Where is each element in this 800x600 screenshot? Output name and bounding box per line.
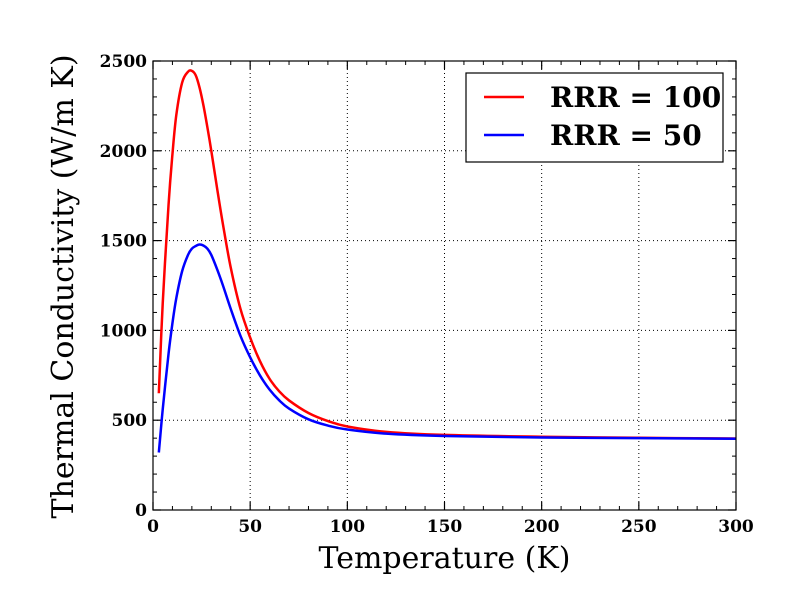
x-tick-label: 50: [238, 517, 262, 537]
y-tick-label: 1000: [100, 321, 147, 341]
series-line-1: [157, 243, 737, 453]
plot-frame: [152, 60, 737, 511]
series-lines: [157, 69, 737, 453]
y-tick-label: 2500: [100, 52, 147, 72]
legend-box: [465, 72, 724, 163]
legend-label-1: RRR = 50: [550, 119, 702, 152]
x-tick-label: 300: [718, 517, 754, 537]
tick-labels: 0 50 100 150 200 250 300 0 500 1000 1500 2000 2500: [100, 52, 754, 537]
y-tick-label: 1500: [100, 232, 147, 252]
x-tick-label: 150: [427, 517, 463, 537]
x-tick-label: 100: [330, 517, 366, 537]
x-tick-label: 0: [147, 517, 159, 537]
y-axis-label: Thermal Conductivity (W/m K): [46, 54, 81, 518]
x-tick-label: 200: [524, 517, 560, 537]
y-tick-label: 500: [112, 411, 148, 431]
grid-lines: [153, 61, 736, 510]
series-line-0: [157, 69, 737, 440]
y-tick-label: 0: [135, 501, 147, 521]
legend-label-0: RRR = 100: [550, 81, 721, 114]
y-tick-label: 2000: [100, 142, 147, 162]
x-axis-label: Temperature (K): [319, 541, 571, 576]
x-tick-label: 250: [621, 517, 657, 537]
legend: RRR = 100 RRR = 50: [465, 72, 724, 163]
